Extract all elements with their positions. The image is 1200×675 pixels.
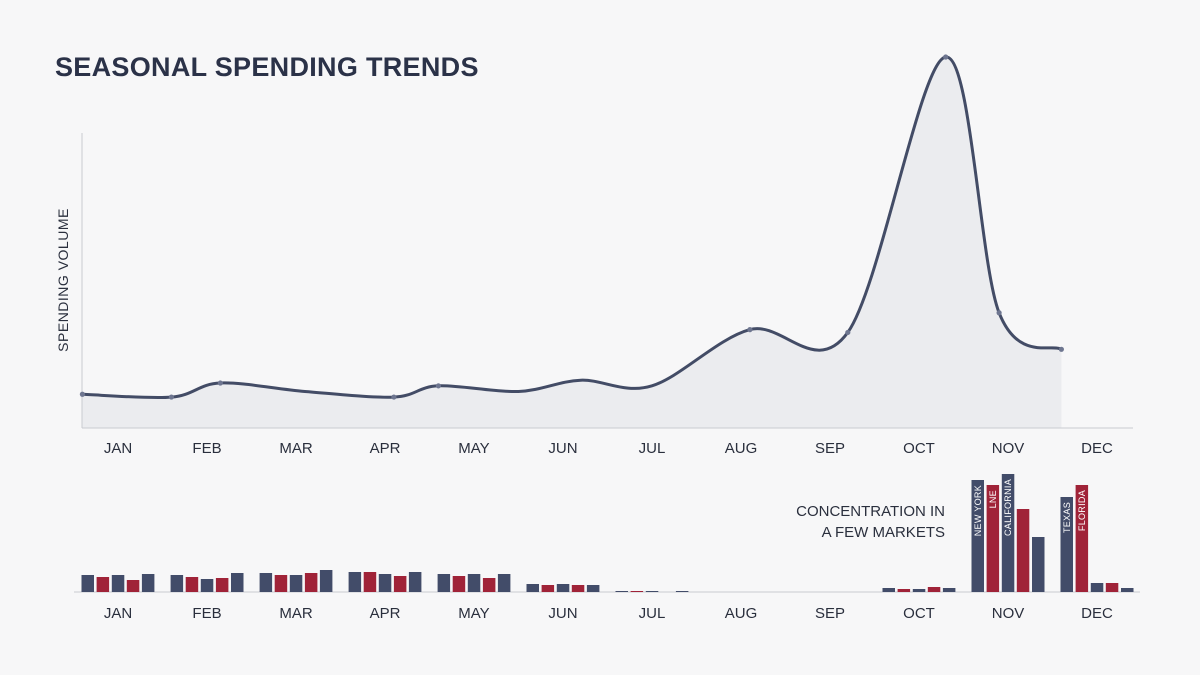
x-tick-top-jul: JUL bbox=[639, 440, 666, 457]
x-tick-bottom-apr: APR bbox=[370, 605, 401, 622]
x-tick-top-nov: NOV bbox=[992, 440, 1025, 457]
x-tick-top-sep: SEP bbox=[815, 440, 845, 457]
bar-mar-0 bbox=[259, 573, 273, 592]
bar-oct-4 bbox=[942, 588, 956, 592]
bar-label-california: CALIFORNIA bbox=[1003, 479, 1013, 536]
x-tick-top-mar: MAR bbox=[279, 440, 313, 457]
bar-jan-3 bbox=[126, 580, 140, 592]
annotation-line-1: CONCENTRATION IN bbox=[796, 503, 945, 520]
bar-apr-0 bbox=[348, 572, 362, 592]
data-point-9 bbox=[1058, 346, 1064, 352]
data-point-8 bbox=[996, 310, 1002, 316]
bar-mar-1 bbox=[274, 575, 288, 592]
bar-label-florida: FLORIDA bbox=[1077, 490, 1087, 531]
bar-nov-2 bbox=[1001, 474, 1015, 592]
bar-oct-1 bbox=[897, 589, 911, 592]
bar-may-0 bbox=[437, 574, 451, 592]
data-point-6 bbox=[845, 329, 851, 336]
bar-dec-0 bbox=[1060, 497, 1073, 592]
bar-oct-3 bbox=[927, 587, 941, 592]
bar-label-texas: TEXAS bbox=[1062, 502, 1072, 533]
bar-label-lne: LNE bbox=[988, 490, 998, 508]
annotation-line-2: A FEW MARKETS bbox=[822, 524, 945, 541]
bar-apr-1 bbox=[363, 572, 377, 592]
x-tick-top-aug: AUG bbox=[725, 440, 758, 457]
bar-nov-0 bbox=[971, 480, 984, 592]
bar-apr-2 bbox=[378, 574, 392, 592]
data-point-7 bbox=[943, 54, 949, 60]
x-tick-bottom-may: MAY bbox=[458, 605, 489, 622]
area-fill bbox=[82, 56, 1062, 429]
bar-dec-2 bbox=[1090, 583, 1104, 592]
x-tick-top-dec: DEC bbox=[1081, 440, 1113, 457]
x-tick-bottom-nov: NOV bbox=[992, 605, 1025, 622]
x-tick-top-jun: JUN bbox=[548, 440, 577, 457]
series-line bbox=[80, 55, 1063, 400]
bar-jan-2 bbox=[111, 575, 125, 592]
x-tick-top-oct: OCT bbox=[903, 440, 935, 457]
bar-jan-4 bbox=[141, 574, 155, 592]
bar-jul-4 bbox=[675, 591, 689, 592]
data-point-5 bbox=[747, 327, 753, 333]
x-tick-top-feb: FEB bbox=[192, 440, 221, 457]
x-tick-bottom-mar: MAR bbox=[279, 605, 313, 622]
x-tick-bottom-dec: DEC bbox=[1081, 605, 1113, 622]
data-point-4 bbox=[435, 383, 441, 389]
x-tick-bottom-sep: SEP bbox=[815, 605, 845, 622]
bar-jun-3 bbox=[571, 585, 585, 592]
bar-jul-0 bbox=[615, 591, 628, 592]
bar-apr-3 bbox=[393, 576, 407, 592]
x-tick-bottom-oct: OCT bbox=[903, 605, 935, 622]
x-tick-top-apr: APR bbox=[370, 440, 401, 457]
bar-nov-4 bbox=[1032, 537, 1045, 592]
bar-may-3 bbox=[482, 578, 496, 592]
x-tick-top-may: MAY bbox=[458, 440, 489, 457]
bar-jun-2 bbox=[556, 584, 570, 592]
x-tick-bottom-jun: JUN bbox=[548, 605, 577, 622]
bar-may-4 bbox=[497, 574, 511, 592]
bar-feb-0 bbox=[170, 575, 184, 592]
bar-mar-4 bbox=[319, 570, 333, 592]
bar-mar-2 bbox=[289, 575, 303, 592]
bar-jan-1 bbox=[96, 577, 110, 592]
x-tick-bottom-aug: AUG bbox=[725, 605, 758, 622]
data-point-3 bbox=[391, 394, 397, 400]
bar-jul-2 bbox=[645, 591, 659, 592]
bar-feb-4 bbox=[231, 573, 244, 592]
bar-feb-1 bbox=[185, 577, 199, 592]
bar-nov-1 bbox=[986, 485, 1000, 592]
bar-jul-1 bbox=[630, 591, 644, 592]
data-point-0 bbox=[79, 391, 85, 397]
x-tick-bottom-jan: JAN bbox=[104, 605, 132, 622]
bar-jun-1 bbox=[541, 585, 555, 592]
bar-dec-3 bbox=[1105, 583, 1119, 592]
x-tick-bottom-jul: JUL bbox=[639, 605, 666, 622]
bar-apr-4 bbox=[408, 572, 422, 592]
bar-jun-0 bbox=[526, 584, 539, 592]
bar-jun-4 bbox=[586, 585, 600, 592]
bar-dec-4 bbox=[1121, 588, 1134, 592]
bar-mar-3 bbox=[304, 573, 318, 592]
bar-dec-1 bbox=[1075, 485, 1089, 592]
x-tick-bottom-feb: FEB bbox=[192, 605, 221, 622]
bar-oct-0 bbox=[882, 588, 895, 592]
bar-nov-3 bbox=[1016, 509, 1030, 592]
y-axis-label: SPENDING VOLUME bbox=[55, 208, 71, 352]
bar-feb-2 bbox=[200, 579, 214, 592]
bar-may-1 bbox=[452, 576, 466, 592]
x-tick-top-jan: JAN bbox=[104, 440, 132, 457]
data-point-1 bbox=[168, 394, 174, 400]
data-point-2 bbox=[217, 380, 223, 386]
chart-title: SEASONAL SPENDING TRENDS bbox=[55, 52, 479, 82]
bar-label-new-york: NEW YORK bbox=[973, 485, 983, 536]
bar-oct-2 bbox=[912, 589, 926, 592]
bar-jan-0 bbox=[81, 575, 94, 592]
bar-may-2 bbox=[467, 574, 481, 592]
bar-feb-3 bbox=[215, 578, 229, 592]
